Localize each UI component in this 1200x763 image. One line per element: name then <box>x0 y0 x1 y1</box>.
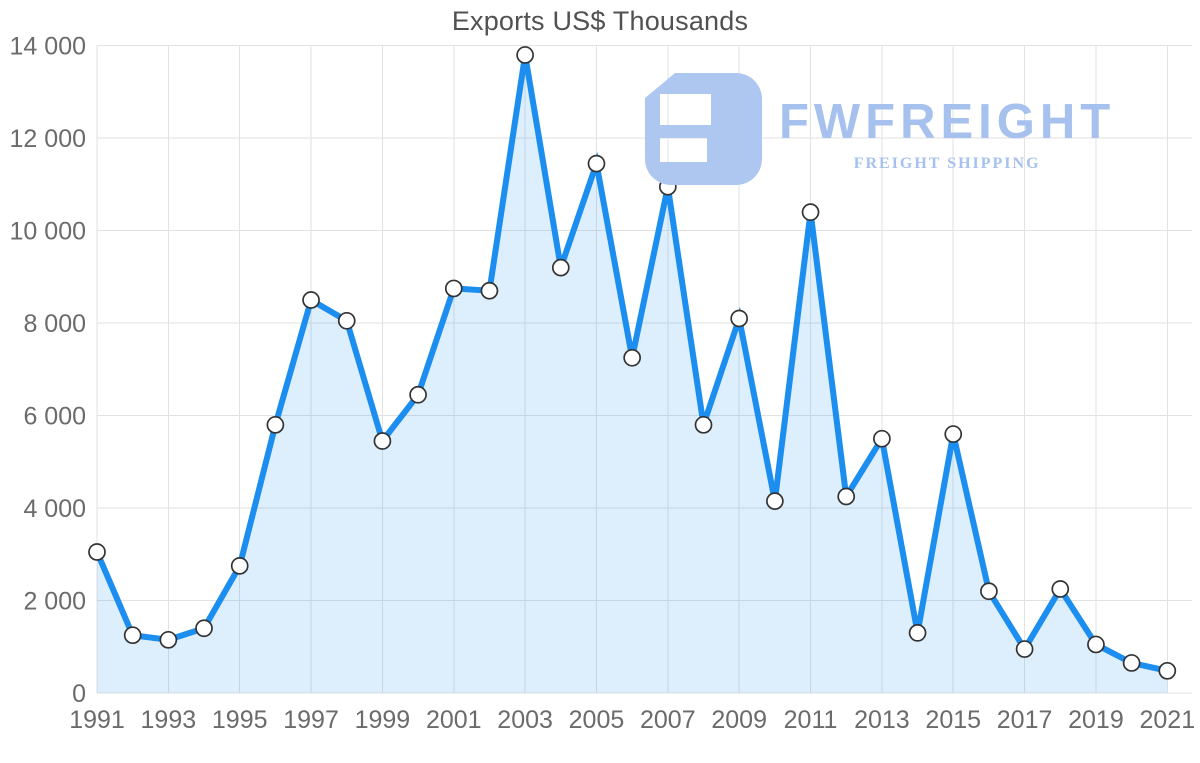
data-point-2005[interactable] <box>587 154 606 173</box>
data-point-2008[interactable] <box>694 415 713 434</box>
data-point-1995[interactable] <box>230 557 249 575</box>
data-point-2003[interactable] <box>516 46 534 64</box>
x-axis-label: 1995 <box>212 706 268 734</box>
data-point-2015[interactable] <box>944 425 963 443</box>
data-point-2016[interactable] <box>980 582 998 601</box>
data-point-2013[interactable] <box>873 429 891 448</box>
y-axis-label: 10 000 <box>10 218 86 246</box>
data-point-1994[interactable] <box>195 619 213 638</box>
series-markers <box>88 46 1177 680</box>
x-axis-label: 2019 <box>1068 706 1124 734</box>
data-point-1992[interactable] <box>123 626 142 645</box>
x-axis-label: 1991 <box>69 706 125 734</box>
chart-title: Exports US$ Thousands <box>451 6 749 36</box>
x-axis-labels: 1991 1993 1995 1997 1999 2001 2003 2005 2007 2009… <box>69 706 1195 734</box>
data-point-2012[interactable] <box>837 487 856 506</box>
x-axis-label: 2007 <box>640 706 696 734</box>
data-point-1999[interactable] <box>373 432 392 450</box>
data-point-2014[interactable] <box>908 624 927 642</box>
data-point-2006[interactable] <box>623 348 642 367</box>
data-point-2001[interactable] <box>444 279 463 298</box>
data-point-1993[interactable] <box>159 630 178 649</box>
data-point-1996[interactable] <box>266 415 285 434</box>
data-point-2007[interactable] <box>658 177 677 196</box>
data-point-2009[interactable] <box>730 309 749 328</box>
y-axis-label: 8 000 <box>23 310 86 338</box>
y-axis-label: 6 000 <box>23 403 86 431</box>
y-axis-labels: 0 2 000 4 000 6 000 8 000 10 000 12 000 14 000 <box>10 33 86 708</box>
x-axis-label: 2013 <box>854 706 910 734</box>
x-axis-label: 1999 <box>355 706 411 734</box>
y-axis-label: 12 000 <box>10 125 86 153</box>
x-axis-label: 2017 <box>997 706 1053 734</box>
y-axis-label: 14 000 <box>10 33 86 61</box>
data-point-2020[interactable] <box>1122 654 1141 672</box>
data-point-1998[interactable] <box>337 311 356 330</box>
series-area-fill <box>97 54 1168 693</box>
x-axis-label: 2021 <box>1139 706 1195 734</box>
x-axis-label: 2009 <box>711 706 767 734</box>
y-axis-label: 2 000 <box>23 588 86 616</box>
y-axis-label: 0 <box>72 680 86 708</box>
data-point-2002[interactable] <box>480 281 499 300</box>
x-axis-label: 2003 <box>497 706 553 734</box>
data-point-1997[interactable] <box>302 291 320 309</box>
x-axis-label: 2001 <box>426 706 482 734</box>
data-point-2000[interactable] <box>409 385 427 404</box>
data-point-2011[interactable] <box>801 203 820 221</box>
data-point-2021[interactable] <box>1158 661 1177 680</box>
x-axis-label: 1993 <box>141 706 197 734</box>
x-axis-label: 2005 <box>569 706 625 734</box>
y-axis-label: 4 000 <box>23 495 86 523</box>
data-point-2010[interactable] <box>766 492 784 510</box>
data-point-2004[interactable] <box>551 258 570 277</box>
data-point-1991[interactable] <box>88 543 106 561</box>
data-point-2019[interactable] <box>1087 635 1105 654</box>
data-point-2017[interactable] <box>1015 640 1034 658</box>
gridlines <box>96 45 1192 694</box>
x-axis-label: 2011 <box>784 706 838 734</box>
x-axis-label: 2015 <box>925 706 981 734</box>
data-point-2018[interactable] <box>1051 580 1070 598</box>
x-axis-label: 1997 <box>283 706 339 734</box>
